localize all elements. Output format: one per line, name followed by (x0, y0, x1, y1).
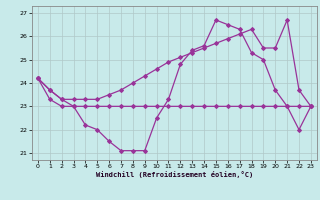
X-axis label: Windchill (Refroidissement éolien,°C): Windchill (Refroidissement éolien,°C) (96, 171, 253, 178)
